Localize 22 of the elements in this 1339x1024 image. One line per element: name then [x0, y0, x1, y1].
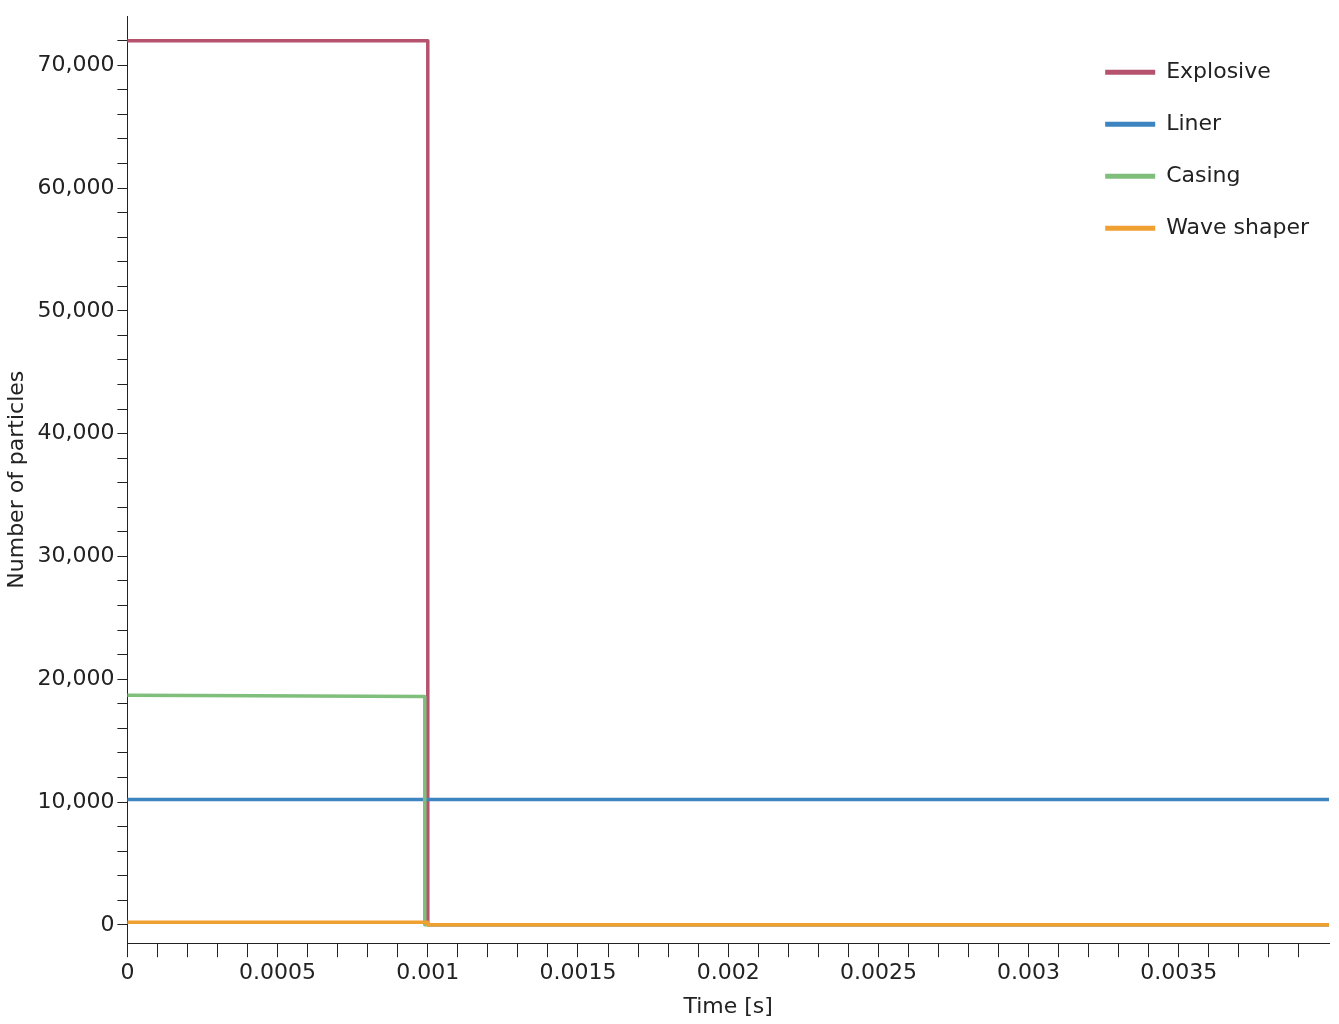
- x-tick-label: 0: [120, 959, 135, 985]
- legend-label: Wave shaper: [1166, 213, 1310, 239]
- y-tick-label: 70,000: [37, 51, 115, 77]
- x-tick-label: 0.002: [696, 959, 760, 985]
- y-tick-label: 10,000: [37, 787, 115, 813]
- y-axis-title: Number of particles: [2, 370, 28, 589]
- x-tick-label: 0.003: [997, 959, 1061, 985]
- legend-label: Casing: [1166, 161, 1241, 187]
- y-tick-label: 30,000: [37, 542, 115, 568]
- y-tick-label: 40,000: [37, 419, 115, 445]
- y-tick-label: 50,000: [37, 296, 115, 322]
- y-tick-label: 20,000: [37, 664, 115, 690]
- x-tick-label: 0.0035: [1140, 959, 1218, 985]
- y-tick-label: 0: [100, 910, 115, 936]
- x-tick-label: 0.0015: [539, 959, 617, 985]
- x-tick-label: 0.001: [396, 959, 460, 985]
- x-tick-label: 0.0025: [839, 959, 917, 985]
- y-tick-label: 60,000: [37, 173, 115, 199]
- legend-label: Explosive: [1166, 57, 1271, 83]
- x-tick-label: 0.0005: [239, 959, 317, 985]
- legend-label: Liner: [1166, 109, 1223, 135]
- x-axis-title: Time [s]: [682, 992, 773, 1018]
